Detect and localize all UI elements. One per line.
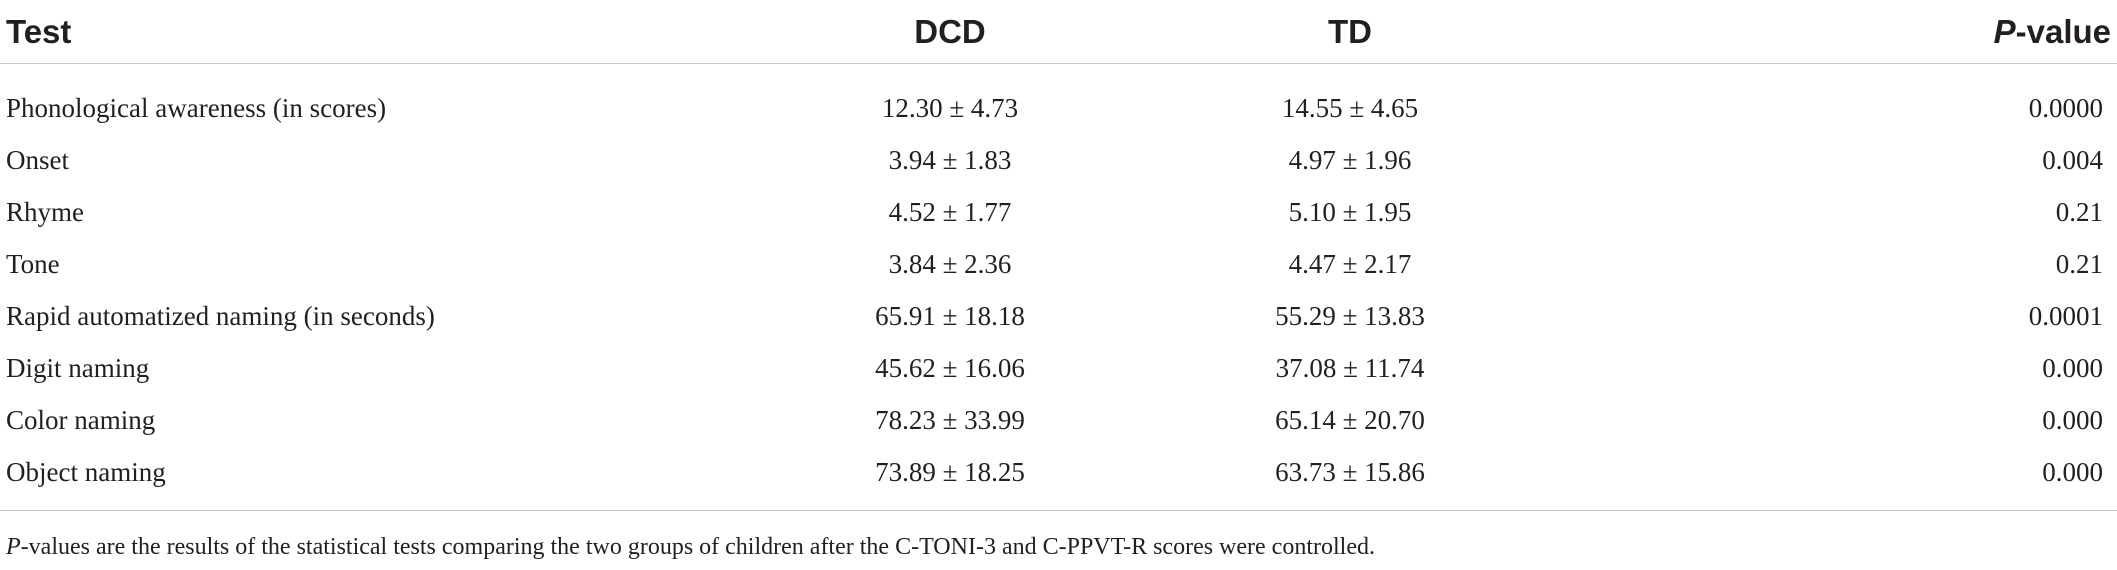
header-td: TD	[1140, 0, 1720, 64]
cell-test: Digit naming	[6, 352, 150, 383]
cell-p-value: 0.0000	[2028, 92, 2103, 123]
cell-dcd: 73.89 ± 18.25	[780, 446, 1140, 511]
cell-td: 55.29 ± 13.83	[1275, 300, 1425, 331]
table-footnote: P-values are the results of the statisti…	[6, 534, 1375, 561]
header-p-value: P-value	[1720, 0, 2117, 64]
cell-td: 5.10 ± 1.95	[1288, 196, 1412, 227]
cell-dcd: 78.23 ± 33.99	[875, 404, 1025, 435]
cell-test: Phonological awareness (in scores)	[6, 92, 387, 123]
cell-td: 65.14 ± 20.70	[1275, 404, 1425, 435]
cell-p-value: 0.0001	[2028, 300, 2103, 331]
cell-p-value: 0.000	[1720, 446, 2117, 511]
cell-dcd: 12.30 ± 4.73	[881, 92, 1019, 123]
cell-td: 14.55 ± 4.65	[1281, 92, 1419, 123]
cell-test: Rhyme	[6, 196, 84, 227]
cell-td: 37.08 ± 11.74	[1275, 352, 1425, 383]
header-dcd: DCD	[780, 0, 1140, 64]
cell-td: 4.47 ± 2.17	[1288, 248, 1412, 279]
cell-dcd: 3.84 ± 2.36	[888, 248, 1012, 279]
table-row: Onset 3.94 ± 1.83 4.97 ± 1.96 0.004	[0, 134, 2117, 186]
cell-test: Rapid automatized naming (in seconds)	[6, 300, 435, 331]
table-row: Tone 3.84 ± 2.36 4.47 ± 2.17 0.21	[0, 238, 2117, 290]
cell-p-value: 0.000	[2042, 404, 2103, 435]
table-row: Digit naming 45.62 ± 16.06 37.08 ± 11.74…	[0, 342, 2117, 394]
cell-p-value: 0.21	[2055, 248, 2103, 279]
table-row: Rhyme 4.52 ± 1.77 5.10 ± 1.95 0.21	[0, 186, 2117, 238]
cell-td: 63.73 ± 15.86	[1140, 446, 1720, 511]
results-table: Test DCD TD P-value Phonological awarene…	[0, 0, 2117, 511]
cell-p-value: 0.004	[2042, 144, 2103, 175]
cell-p-value: 0.000	[2042, 352, 2103, 383]
cell-test: Color naming	[6, 404, 156, 435]
table-header: Test DCD TD P-value	[0, 0, 2117, 64]
table-row: Object naming 73.89 ± 18.25 63.73 ± 15.8…	[0, 446, 2117, 511]
cell-dcd: 4.52 ± 1.77	[888, 196, 1012, 227]
header-row: Test DCD TD P-value	[0, 0, 2117, 64]
cell-p-value: 0.21	[2055, 196, 2103, 227]
table-row: Rapid automatized naming (in seconds) 65…	[0, 290, 2117, 342]
table-row: Color naming 78.23 ± 33.99 65.14 ± 20.70…	[0, 394, 2117, 446]
cell-td: 4.97 ± 1.96	[1288, 144, 1412, 175]
table-row: Phonological awareness (in scores) 12.30…	[0, 64, 2117, 135]
cell-test: Tone	[6, 248, 60, 279]
header-p-italic: P	[1993, 12, 2016, 50]
cell-test: Object naming	[0, 446, 780, 511]
cell-dcd: 45.62 ± 16.06	[875, 352, 1025, 383]
footnote-p-italic: P	[6, 534, 21, 560]
cell-dcd: 65.91 ± 18.18	[875, 300, 1025, 331]
table-body: Phonological awareness (in scores) 12.30…	[0, 64, 2117, 511]
header-p-rest: -value	[2015, 12, 2111, 50]
cell-test: Onset	[6, 144, 69, 175]
header-test: Test	[0, 0, 780, 64]
footnote-text: -values are the results of the statistic…	[20, 534, 1375, 560]
cell-dcd: 3.94 ± 1.83	[888, 144, 1012, 175]
